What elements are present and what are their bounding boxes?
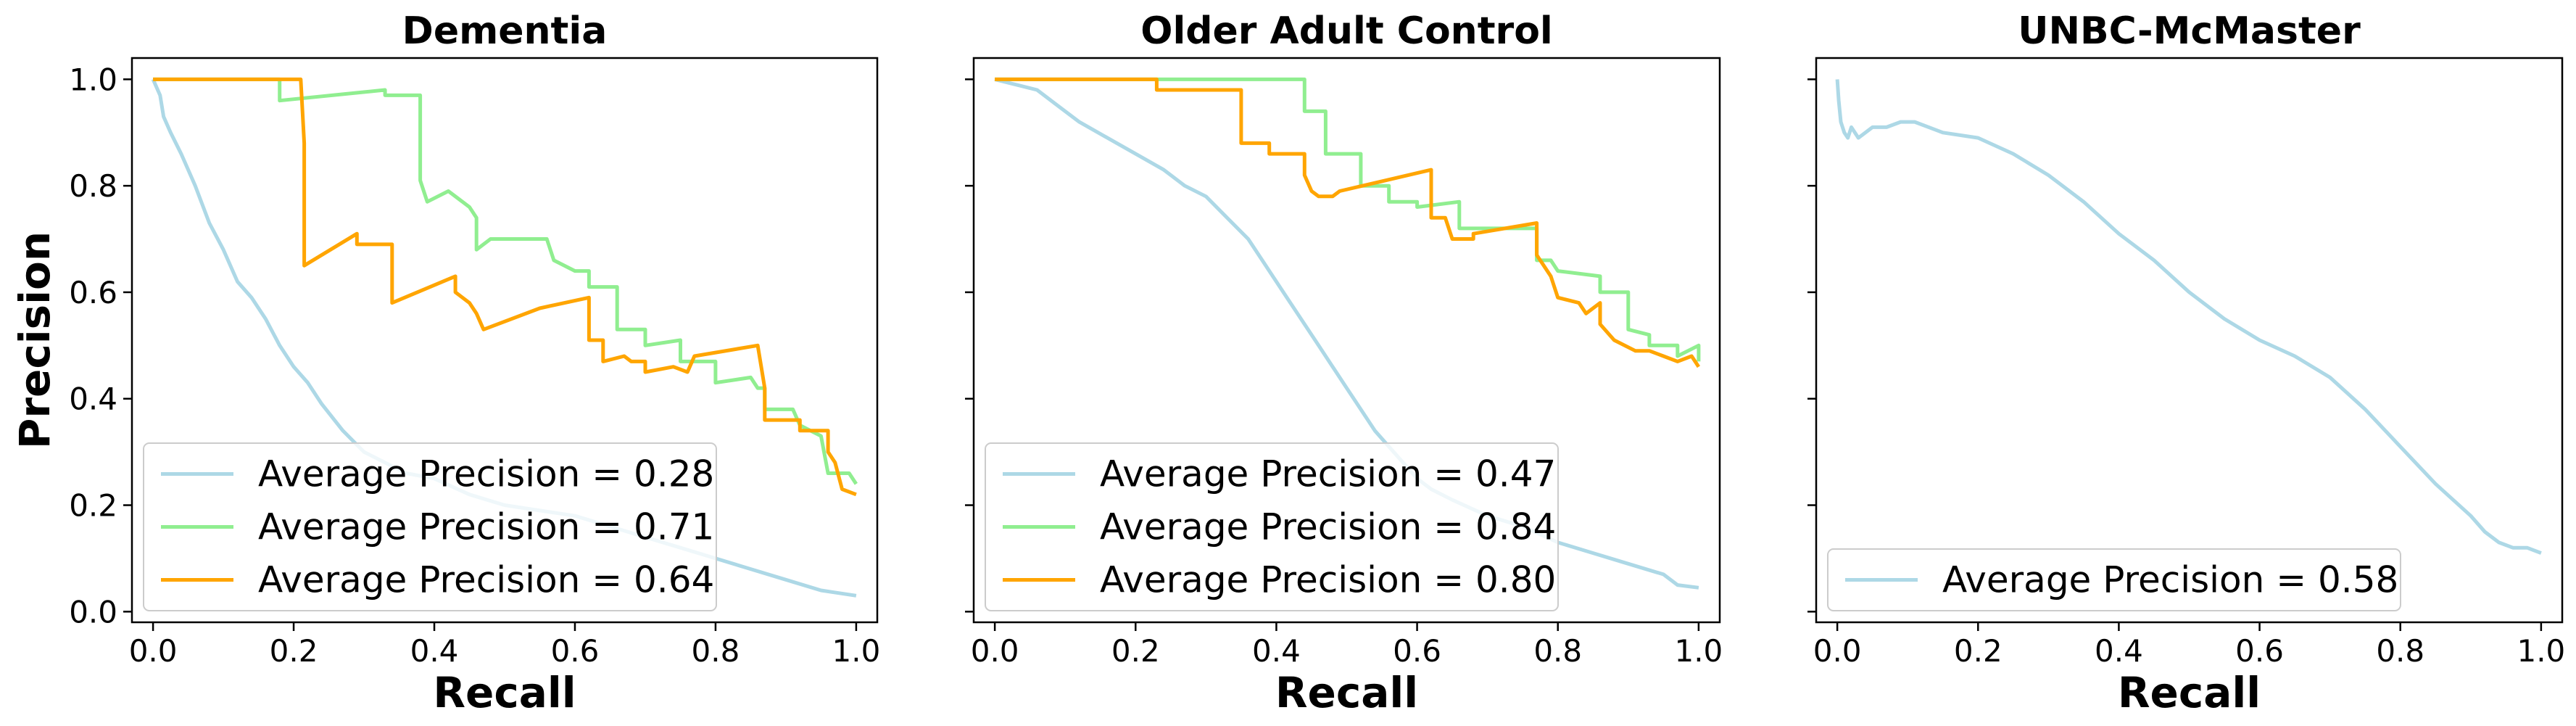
y-tick-label: 1.0 (69, 62, 117, 97)
chart-title: Dementia (402, 9, 608, 53)
chart-title: UNBC-McMaster (2018, 9, 2361, 53)
legend: Average Precision = 0.47 Average Precisio… (985, 442, 1559, 611)
x-tick-label: 1.0 (1674, 633, 1723, 669)
legend: Average Precision = 0.28 Average Precisio… (143, 442, 717, 611)
legend-box (1827, 548, 2401, 611)
x-tick-label: 0.0 (971, 633, 1019, 669)
legend-label: Average Precision = 0.47 (1100, 453, 1556, 495)
chart-title: Older Adult Control (1140, 9, 1553, 53)
x-tick-label: 0.6 (1393, 633, 1441, 669)
x-tick-label: 0.0 (129, 633, 178, 669)
x-tick-label: 0.6 (551, 633, 600, 669)
y-tick-label: 0.0 (69, 594, 117, 630)
x-tick-label: 0.2 (1954, 633, 2003, 669)
legend-label: Average Precision = 0.58 (1942, 559, 2398, 601)
legend-label: Average Precision = 0.80 (1100, 559, 1556, 601)
legend-label: Average Precision = 0.84 (1100, 506, 1556, 548)
x-tick-label: 0.8 (1533, 633, 1582, 669)
x-axis-label: Recall (1275, 668, 1418, 717)
axes-frame (972, 57, 1721, 624)
x-tick-label: 0.8 (2376, 633, 2424, 669)
y-tick-label: 0.8 (69, 168, 117, 204)
legend-box (985, 442, 1559, 611)
x-tick-label: 0.2 (1111, 633, 1160, 669)
x-tick-label: 0.2 (270, 633, 318, 669)
chart-panel-2: 0.0 0.2 0.4 0.6 0.8 1.0 Older Adult Control Rec… (965, 9, 1723, 717)
y-tick-label: 0.4 (69, 381, 117, 417)
x-tick-label: 0.4 (1252, 633, 1301, 669)
axes-frame (1815, 57, 2564, 624)
x-tick-label: 0.4 (2095, 633, 2143, 669)
x-tick-label: 0.0 (1813, 633, 1862, 669)
axes-frame (131, 57, 879, 624)
chart-panel-3: 0.0 0.2 0.4 0.6 0.8 1.0 UNBC-McMaster Recall Ave… (1807, 9, 2565, 717)
x-axis-label: Recall (433, 668, 576, 717)
y-axis-label: Precision (10, 231, 59, 449)
legend-label: Average Precision = 0.64 (258, 559, 714, 601)
y-tick-label: 0.6 (69, 275, 117, 310)
legend-label: Average Precision = 0.71 (258, 506, 714, 548)
y-tick-label: 0.2 (69, 488, 117, 524)
x-tick-label: 1.0 (2517, 633, 2565, 669)
series-line-2 (995, 77, 1701, 362)
legend-box (143, 442, 717, 611)
series-line-3 (153, 77, 857, 497)
x-tick-label: 0.4 (410, 633, 459, 669)
legend-label: Average Precision = 0.28 (258, 453, 714, 495)
series-line-2 (153, 77, 858, 485)
x-tick-label: 0.8 (692, 633, 740, 669)
series-line-3 (995, 77, 1700, 368)
legend: Average Precision = 0.58 (1827, 548, 2401, 611)
x-tick-label: 1.0 (832, 633, 881, 669)
chart-panel-1: 0.0 0.2 0.4 0.6 0.8 1.0 0.0 0.2 0.4 0.6 0.8 1.0 Deme… (10, 9, 880, 717)
x-axis-label: Recall (2118, 668, 2261, 717)
x-tick-label: 0.6 (2235, 633, 2284, 669)
series-line-1 (1835, 79, 2542, 555)
